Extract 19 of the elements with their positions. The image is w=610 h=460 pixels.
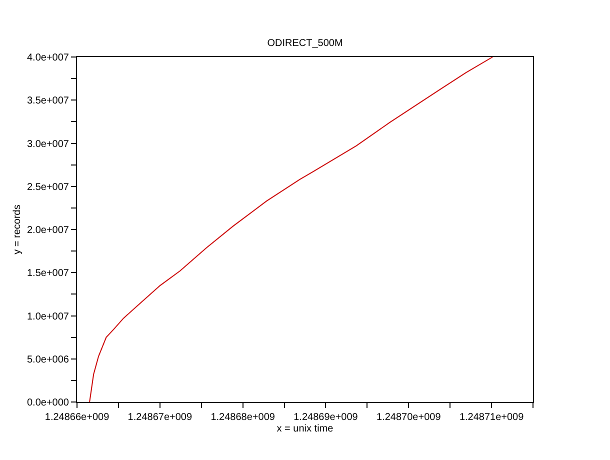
y-tick-label: 3.5e+007 <box>27 96 70 107</box>
y-tick-label: 5.0e+006 <box>27 354 70 366</box>
x-tick-label: 1.24870e+009 <box>376 412 442 423</box>
x-tick-label: 1.24871e+009 <box>459 412 524 423</box>
x-tick-label: 1.24868e+009 <box>210 412 276 423</box>
y-tick-label: 2.0e+007 <box>27 225 70 236</box>
y-tick-label: 4.0e+007 <box>27 52 70 64</box>
line-series <box>89 57 494 402</box>
x-tick-label: 1.24869e+009 <box>294 412 358 423</box>
x-axis-title: x = unix time <box>276 424 334 434</box>
x-tick-label: 1.24866e+009 <box>44 412 110 423</box>
chart-title: ODIRECT_500M <box>267 38 343 49</box>
y-tick-label: 3.0e+007 <box>27 138 70 150</box>
y-tick-label: 0.0e+000 <box>27 398 70 408</box>
y-tick-label: 1.5e+007 <box>27 268 70 280</box>
x-tick-label: 1.24867e+009 <box>128 412 192 423</box>
y-axis-title: y = records <box>12 204 23 254</box>
y-tick-label: 2.5e+007 <box>27 182 70 193</box>
y-tick-label: 1.0e+007 <box>27 311 70 322</box>
